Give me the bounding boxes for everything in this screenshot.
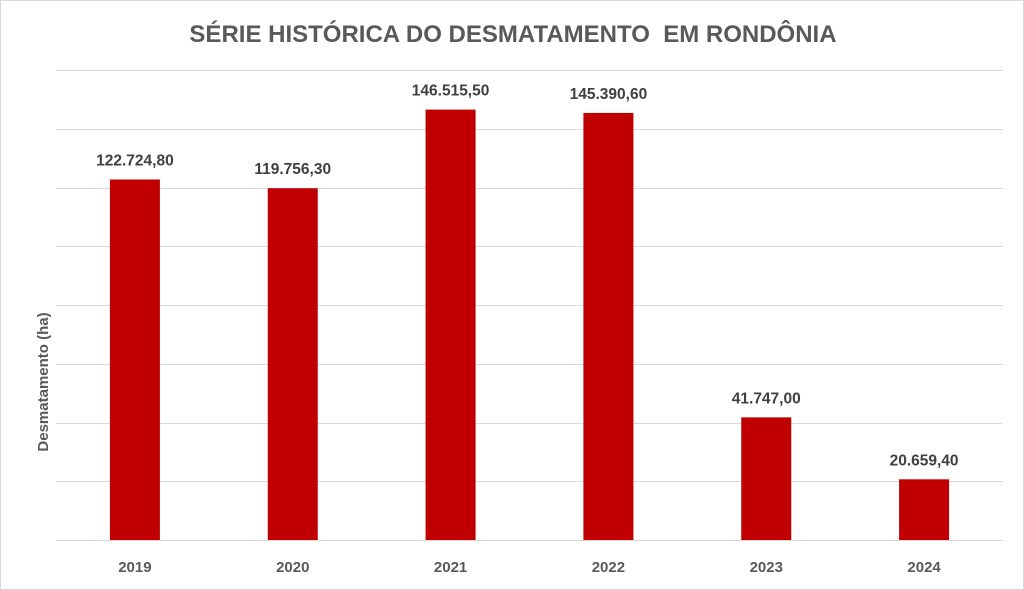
bar-2022: [583, 112, 634, 541]
x-tick-label-2021: 2021: [434, 559, 467, 576]
data-label-2024: 20.659,40: [890, 452, 959, 469]
x-tick-label-2024: 2024: [907, 559, 941, 576]
x-tick-label-2023: 2023: [750, 559, 783, 576]
data-labels: 122.724,80 119.756,30 146.515,50 145.390,60…: [96, 83, 958, 470]
y-axis-label: Desmatamento (ha): [35, 312, 52, 451]
bar-2023: [741, 417, 792, 540]
x-tick-label-2020: 2020: [276, 559, 309, 576]
bar-2020: [267, 188, 318, 540]
x-tick-label-2019: 2019: [118, 559, 151, 576]
bars: [109, 109, 950, 541]
chart-title: SÉRIE HISTÓRICA DO DESMATAMENTO EM RONDÔ…: [189, 20, 836, 48]
data-label-2023: 41.747,00: [732, 390, 801, 407]
x-tick-label-2022: 2022: [592, 559, 625, 576]
gridlines: [56, 70, 1003, 541]
x-axis-ticks: 2019 2020 2021 2022 2023 2024: [118, 559, 941, 576]
bar-2021: [425, 109, 476, 540]
bar-2019: [109, 179, 160, 540]
data-label-2019: 122.724,80: [96, 152, 174, 169]
data-label-2022: 145.390,60: [570, 86, 648, 103]
bar-2024: [899, 479, 950, 540]
data-label-2020: 119.756,30: [254, 161, 331, 178]
data-label-2021: 146.515,50: [412, 83, 490, 100]
